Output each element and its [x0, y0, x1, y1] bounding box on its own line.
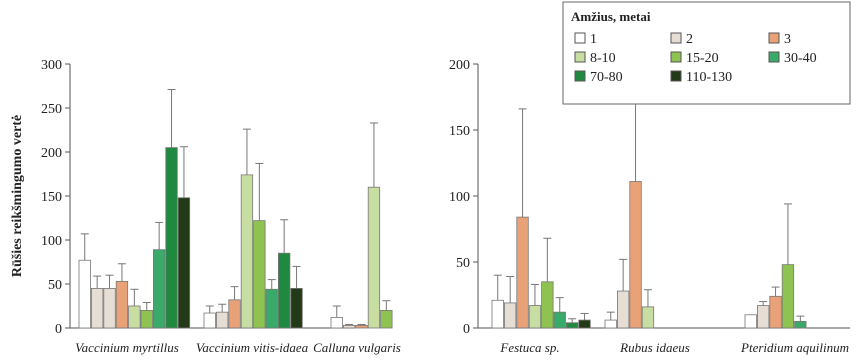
legend-swatch	[670, 70, 682, 82]
bar	[528, 305, 542, 329]
bar	[240, 174, 254, 329]
y-tick-label: 100	[41, 234, 62, 249]
bar	[140, 309, 153, 329]
legend-swatch	[574, 32, 586, 44]
y-tick-label: 50	[48, 278, 62, 293]
legend-label: 1	[590, 32, 597, 47]
y-tick-label: 150	[41, 190, 62, 205]
legend-swatch	[670, 51, 682, 63]
category-label: Vaccinium vitis-idaea	[196, 340, 309, 355]
y-tick-label: 200	[449, 58, 470, 73]
bar	[757, 305, 770, 329]
y-tick-label: 150	[449, 124, 470, 139]
bar	[290, 287, 303, 329]
bar	[342, 324, 356, 329]
category-label: Pteridium aquilinum	[740, 340, 849, 355]
bar	[215, 311, 229, 329]
bar	[491, 299, 504, 329]
bar	[253, 220, 266, 329]
y-tick-label: 250	[41, 102, 62, 117]
bar	[617, 290, 630, 329]
bar	[367, 186, 381, 329]
bar	[566, 322, 579, 329]
bar	[152, 249, 166, 329]
bar	[128, 305, 141, 329]
bar	[115, 280, 129, 329]
bar	[265, 288, 278, 329]
bar	[578, 319, 591, 329]
bar	[503, 302, 517, 329]
bar	[541, 281, 554, 329]
legend-swatch	[768, 32, 780, 44]
y-tick-label: 0	[463, 322, 470, 337]
bar	[516, 216, 529, 329]
right-panel: 0 50 100 150 200 Festuca sp. Rubus idaeus Pteri…	[449, 58, 850, 355]
bar	[794, 320, 807, 329]
y-tick-label: 100	[449, 190, 470, 205]
legend-swatch	[574, 70, 586, 82]
bar	[355, 324, 368, 329]
left-panel: 0 50 100 150 200 250 300 Vaccinium myrtillus Vac…	[41, 58, 401, 355]
bar	[629, 181, 642, 329]
bar	[380, 309, 393, 329]
bar	[91, 287, 104, 329]
bar	[277, 252, 291, 329]
legend-label: 30-40	[784, 51, 817, 66]
category-label: Festuca sp.	[499, 340, 559, 355]
bar	[769, 295, 782, 329]
legend-label: 2	[686, 32, 693, 47]
y-tick-label: 50	[456, 256, 470, 271]
bar	[177, 197, 191, 329]
bar	[330, 317, 343, 329]
legend-swatch	[670, 32, 682, 44]
legend-label: 70-80	[590, 70, 623, 85]
legend-swatch	[768, 51, 780, 63]
bar	[78, 259, 91, 329]
category-label: Vaccinium myrtillus	[75, 340, 179, 355]
legend-box	[562, 1, 851, 105]
legend-swatch	[574, 51, 586, 63]
legend: Amžius, metai 1 2 3 8-10 15-20 30-40 70-80 110-1…	[562, 1, 851, 105]
legend-label: 15-20	[686, 51, 719, 66]
category-label: Rubus idaeus	[619, 340, 690, 355]
legend-label: 110-130	[686, 70, 732, 85]
bar	[228, 299, 241, 329]
bar	[103, 287, 116, 329]
bar	[553, 311, 566, 329]
bar	[165, 147, 178, 329]
legend-title: Amžius, metai	[571, 9, 651, 24]
bar	[604, 319, 617, 329]
y-tick-label: 300	[41, 58, 62, 73]
y-tick-label: 200	[41, 146, 62, 161]
legend-label: 8-10	[590, 51, 616, 66]
bar	[203, 312, 216, 329]
legend-label: 3	[784, 32, 791, 47]
bar	[781, 264, 795, 329]
y-axis-label: Rūšies reikšmingumo vertė	[10, 115, 25, 277]
category-label: Calluna vulgaris	[313, 340, 401, 355]
bar	[744, 314, 757, 329]
y-tick-label: 0	[55, 322, 62, 337]
bar	[641, 306, 655, 329]
